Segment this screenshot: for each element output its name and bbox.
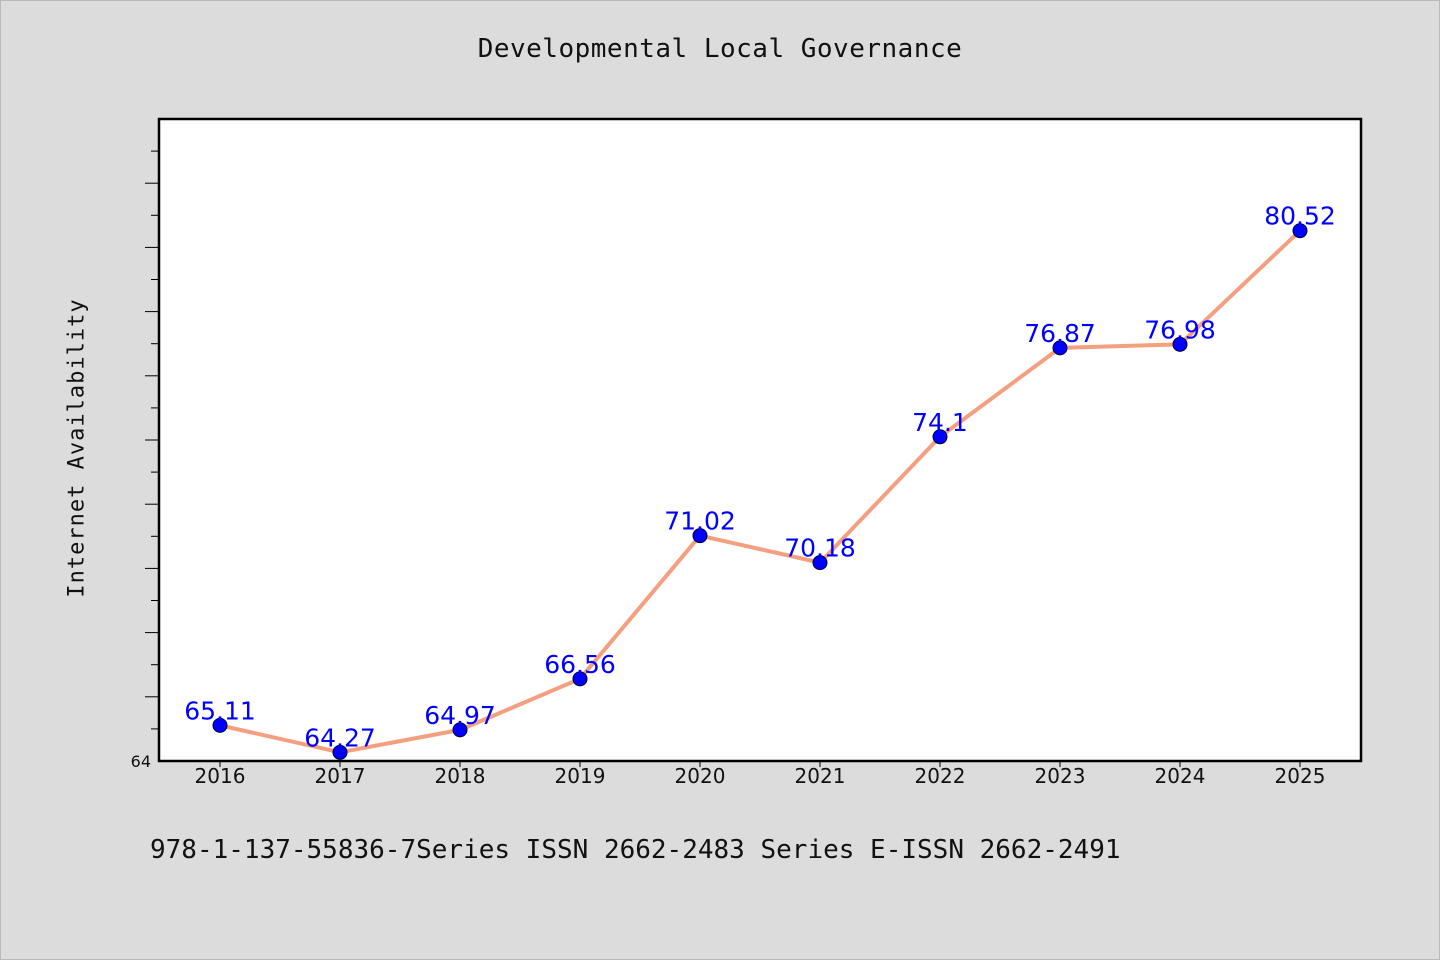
data-point bbox=[1292, 223, 1308, 239]
data-label: 64.27 bbox=[304, 723, 376, 752]
x-tick-label: 2018 bbox=[435, 764, 486, 788]
x-tick-label: 2024 bbox=[1155, 764, 1206, 788]
y-tick-label: 64 bbox=[131, 752, 151, 771]
x-tick-label: 2020 bbox=[675, 764, 726, 788]
data-point bbox=[1172, 336, 1188, 352]
x-tick-label: 2025 bbox=[1275, 764, 1326, 788]
data-label: 65.11 bbox=[184, 696, 256, 725]
data-point bbox=[572, 671, 588, 687]
data-point bbox=[452, 722, 468, 738]
data-point bbox=[932, 429, 948, 445]
data-point bbox=[692, 528, 708, 544]
data-point bbox=[1052, 340, 1068, 356]
data-label: 64.97 bbox=[424, 701, 496, 730]
plot-area bbox=[157, 117, 1363, 763]
x-tick-label: 2022 bbox=[915, 764, 966, 788]
y-axis-ticks: 64 bbox=[131, 150, 159, 771]
x-tick-label: 2019 bbox=[555, 764, 606, 788]
x-tick-label: 2016 bbox=[195, 764, 246, 788]
chart-title: Developmental Local Governance bbox=[477, 34, 963, 64]
series-line bbox=[218, 228, 1302, 755]
series-layer: 65.11 64.27 64.97 66.56 71.02 70.18 74.1 76.87 7… bbox=[184, 202, 1336, 760]
data-point bbox=[332, 744, 348, 760]
data-label: 71.02 bbox=[664, 507, 736, 536]
data-point bbox=[212, 717, 228, 733]
isbn-issn-footer: 978-1-137-55836-7Series ISSN 2662-2483 S… bbox=[150, 835, 1121, 865]
data-label: 66.56 bbox=[544, 650, 616, 679]
data-label: 76.87 bbox=[1024, 319, 1096, 348]
x-axis-ticks: 2016 2017 2018 2019 2020 2021 2022 2023 2024 2025 bbox=[195, 761, 1326, 788]
data-label: 76.98 bbox=[1144, 315, 1216, 344]
data-label: 74.1 bbox=[912, 408, 968, 437]
x-tick-label: 2017 bbox=[315, 764, 366, 788]
x-tick-label: 2021 bbox=[795, 764, 846, 788]
data-point bbox=[812, 555, 828, 571]
data-label: 70.18 bbox=[784, 534, 856, 563]
data-label: 80.52 bbox=[1264, 202, 1336, 231]
x-tick-label: 2023 bbox=[1035, 764, 1086, 788]
